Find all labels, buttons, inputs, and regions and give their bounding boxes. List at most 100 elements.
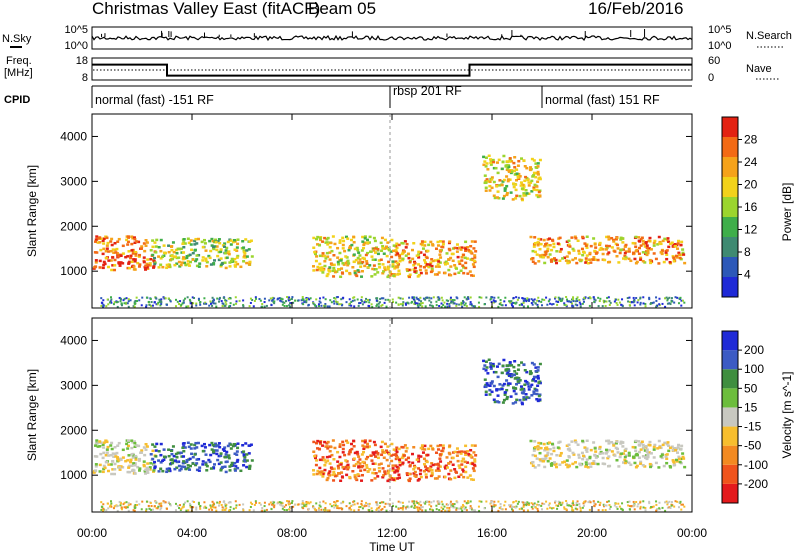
- power-cell: [353, 305, 356, 308]
- power-cell: [404, 302, 407, 305]
- power-cell: [118, 262, 122, 265]
- power-cell: [469, 251, 473, 254]
- velocity-cell: [220, 466, 224, 469]
- colorbar-swatch: [722, 117, 738, 137]
- velocity-cell: [413, 506, 416, 509]
- velocity-cell: [614, 442, 618, 445]
- power-cell: [606, 252, 610, 256]
- velocity-cell: [177, 464, 181, 468]
- velocity-cell: [107, 507, 110, 510]
- power-cell: [356, 248, 360, 252]
- velocity-cell: [473, 458, 477, 461]
- power-cell: [120, 302, 123, 305]
- power-cell: [332, 266, 336, 270]
- velocity-cell: [381, 507, 384, 510]
- power-cell: [448, 240, 452, 243]
- power-cell: [171, 241, 175, 244]
- velocity-cell: [639, 507, 642, 510]
- velocity-cell: [642, 500, 645, 503]
- velocity-cell: [505, 395, 509, 399]
- velocity-cell: [523, 368, 527, 372]
- power-cell: [532, 188, 536, 191]
- velocity-cell: [410, 505, 413, 508]
- velocity-cell: [198, 466, 202, 469]
- power-cell: [589, 244, 593, 248]
- power-cell: [371, 305, 374, 308]
- velocity-cell: [128, 470, 132, 474]
- velocity-cell: [648, 502, 651, 505]
- velocity-cell: [332, 467, 336, 471]
- velocity-cell: [159, 453, 163, 457]
- power-cell: [495, 185, 499, 188]
- velocity-cell: [646, 455, 650, 459]
- velocity-cell: [665, 453, 669, 456]
- velocity-cell: [678, 460, 682, 464]
- power-cell: [347, 262, 351, 265]
- power-cell: [477, 301, 480, 304]
- velocity-cell: [95, 439, 99, 442]
- power-cell: [449, 301, 452, 304]
- power-cell: [242, 246, 246, 249]
- power-cell: [212, 259, 216, 262]
- power-cell: [383, 247, 387, 250]
- velocity-cell: [505, 372, 509, 376]
- power-cell: [224, 299, 227, 302]
- velocity-cell: [242, 464, 246, 467]
- velocity-cell: [394, 453, 398, 456]
- velocity-cell: [585, 458, 589, 461]
- velocity-cell: [190, 452, 194, 456]
- velocity-cell: [470, 508, 473, 511]
- power-cell: [151, 245, 155, 249]
- velocity-cell: [109, 504, 112, 507]
- velocity-cell: [552, 461, 556, 464]
- velocity-cell: [288, 508, 291, 511]
- power-cell: [546, 247, 550, 250]
- power-cell: [463, 296, 466, 299]
- power-cell: [466, 296, 469, 299]
- velocity-cell: [199, 507, 202, 510]
- power-cell: [400, 252, 404, 256]
- power-cell: [577, 252, 581, 255]
- velocity-cell: [254, 501, 257, 504]
- velocity-cell: [404, 506, 407, 509]
- velocity-cell: [429, 465, 433, 468]
- velocity-cell: [519, 385, 523, 388]
- power-cell: [195, 242, 199, 245]
- velocity-cell: [651, 505, 654, 508]
- power-cell: [195, 304, 198, 307]
- velocity-cell: [102, 451, 106, 455]
- velocity-cell: [186, 466, 190, 470]
- colorbar-swatch: [722, 277, 738, 297]
- power-cell: [537, 190, 541, 194]
- velocity-cell: [370, 507, 373, 510]
- velocity-cell: [448, 506, 451, 509]
- power-cell: [622, 248, 626, 251]
- power-cell: [113, 301, 116, 304]
- power-cell: [531, 303, 534, 306]
- velocity-cell: [148, 507, 151, 510]
- velocity-cell: [105, 440, 109, 444]
- power-cell: [199, 303, 202, 306]
- power-cell: [252, 305, 255, 308]
- velocity-cell: [677, 506, 680, 509]
- velocity-cell: [153, 465, 157, 468]
- velocity-cell: [212, 506, 215, 509]
- power-cell: [332, 254, 336, 257]
- power-cell: [146, 258, 150, 261]
- velocity-cell: [574, 507, 577, 510]
- velocity-cell: [328, 474, 332, 477]
- velocity-cell: [315, 502, 318, 505]
- velocity-cell: [127, 466, 131, 469]
- velocity-cell: [498, 506, 501, 509]
- power-cell: [215, 245, 219, 248]
- velocity-cell: [345, 473, 349, 477]
- power-cell: [488, 184, 492, 188]
- power-cell: [598, 248, 602, 252]
- velocity-cell: [650, 506, 653, 509]
- power-cell: [136, 261, 140, 265]
- velocity-cell: [627, 504, 630, 507]
- power-cell: [119, 261, 123, 264]
- velocity-cell: [619, 442, 623, 445]
- velocity-cell: [100, 505, 103, 508]
- velocity-cell: [195, 506, 198, 509]
